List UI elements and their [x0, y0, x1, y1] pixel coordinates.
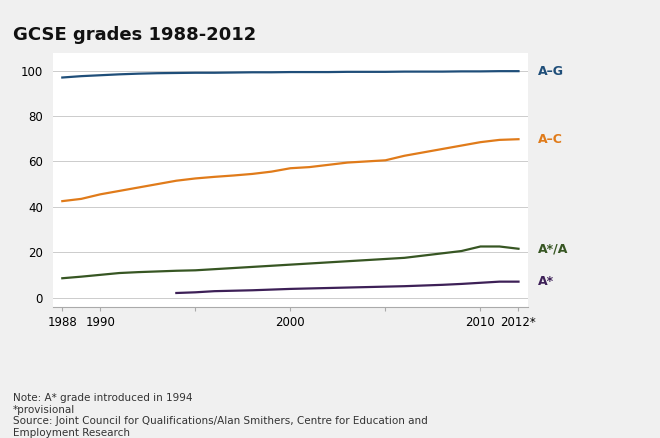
Text: A*: A* — [537, 275, 554, 288]
Text: A–C: A–C — [537, 133, 562, 146]
Text: A–G: A–G — [537, 65, 564, 78]
Text: A*/A: A*/A — [537, 242, 568, 255]
Text: GCSE grades 1988-2012: GCSE grades 1988-2012 — [13, 26, 257, 44]
Text: Note: A* grade introduced in 1994
*provisional
Source: Joint Council for Qualifi: Note: A* grade introduced in 1994 *provi… — [13, 393, 428, 438]
